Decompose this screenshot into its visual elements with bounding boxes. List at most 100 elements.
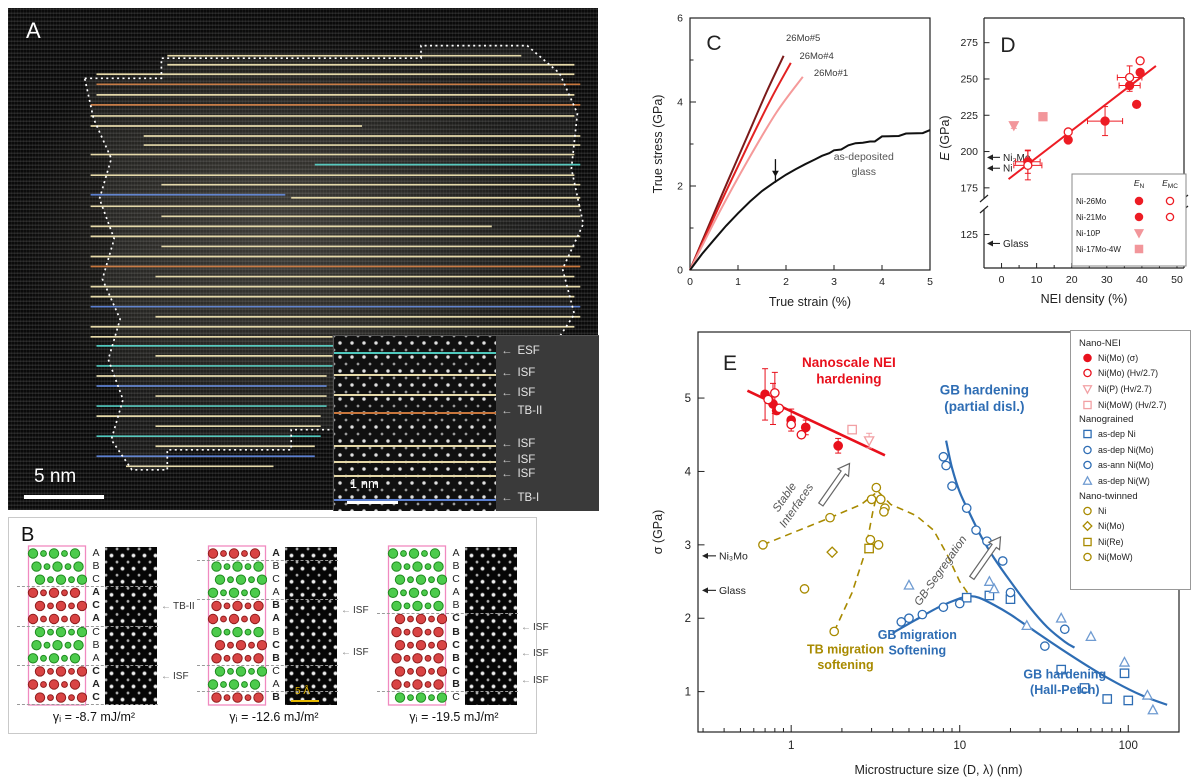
legend-item: as-dep Ni(Mo) [1079,442,1190,458]
inset-label-row: ← ISF [501,387,535,399]
fault-label: TB-II [173,601,195,613]
left-arrow-icon: ← [500,366,513,379]
legend-item-label: Ni [1098,505,1107,516]
panel-a-inset: ← ESF ← ISF ← ISF ← TB-II ← ISF ← ISF ← ISF ← TB-I 1 nm [333,335,599,511]
svg-text:26Mo#5: 26Mo#5 [786,33,820,44]
interface-energy-value: γᵢ = -19.5 mJ/m² [409,710,499,724]
svg-text:Ni: Ni [1003,164,1012,175]
model-annotation: ← TB-II [161,601,195,612]
legend-item: as-dep Ni(W) [1079,473,1190,489]
svg-text:6: 6 [677,13,683,25]
series-26Mo#4 [689,62,792,271]
legend-marker-icon [1083,506,1092,515]
left-arrow-icon: ← [341,647,351,659]
left-arrow-icon: ← [500,491,513,504]
stacking-letter: B [272,560,280,573]
svg-text:Nanoscale NEI: Nanoscale NEI [802,355,896,370]
atomic-model [27,545,87,706]
svg-text:TB migration: TB migration [807,642,884,656]
legend-marker-icon [1082,475,1093,485]
stacking-letter: C [92,664,100,677]
legend-item: Ni(MoW) [1079,550,1190,566]
model-annotation: ← ISF [341,605,369,616]
layer-boundary-dash [377,691,518,693]
legend-item-label: Ni(Mo) (Hv/2.7) [1098,368,1159,379]
svg-text:Softening: Softening [888,643,946,657]
model-annotation: ← ISF [341,647,369,658]
legend-item: Ni(Re) [1079,534,1190,550]
stacking-letter: A [92,677,100,690]
svg-text:4: 4 [685,466,692,478]
series-as-deposited glass [689,129,931,271]
legend-item: Ni(Mo) (Hv/2.7) [1079,366,1190,382]
stacking-letter: A [272,586,280,599]
legend-item-label: as-dep Ni(Mo) [1098,444,1154,455]
stacking-letter: B [272,625,280,638]
stacking-letter: A [272,547,280,559]
legend-item: as-ann Ni(Mo) [1079,458,1190,474]
series-26Mo#5 [689,55,785,271]
legend-item-label: Ni(MoW) [1098,552,1133,563]
stacking-letter: B [272,691,280,704]
svg-text:Glass: Glass [1003,239,1029,250]
stacking-letter: A [92,586,100,599]
legend-item-label: Ni(P) (Hv/2.7) [1098,383,1152,394]
svg-text:Ni₃Mo: Ni₃Mo [719,550,748,562]
layer-boundary-dash [197,599,338,601]
legend-group-header: Nano-NEI [1079,338,1121,349]
svg-text:200: 200 [960,146,978,158]
layer-boundary-dash [377,612,518,614]
interface-energy-value: γᵢ = -12.6 mJ/m² [229,710,319,724]
left-arrow-icon: ← [521,674,531,686]
svg-text:Ni-17Mo-4W: Ni-17Mo-4W [1076,245,1121,254]
fault-label: ISF [533,674,549,686]
lattice-dots-image [334,336,496,511]
left-arrow-icon: ← [161,670,171,682]
panel-a-label: A [26,18,41,43]
svg-text:C: C [706,32,721,55]
legend-marker-icon [1082,520,1093,532]
stacking-letter: C [92,625,100,638]
left-arrow-icon: ← [521,622,531,634]
svg-text:GB migration: GB migration [878,628,957,642]
stacking-letter: C [272,573,280,586]
model-annotation: ← ISF [521,675,549,686]
svg-text:4: 4 [879,276,885,288]
panel-a-stem-image: A 5 nm ← ESF ← ISF ← ISF ← TB-II ← ISF ← ISF ← ISF ← TB… [8,8,599,511]
atomic-model [207,545,267,706]
svg-text:100: 100 [1119,740,1138,752]
stacking-letter: A [92,547,100,559]
legend-marker-icon [1083,369,1092,378]
fault-label: TB-II [517,405,543,418]
svg-text:Microstructure size (D, λ) (nm: Microstructure size (D, λ) (nm) [854,763,1022,777]
legend-item-label: Ni(Mo) [1098,521,1125,532]
svg-text:0: 0 [677,265,683,277]
panel-d-modulus-chart: 0 10 20 30 40 50 175 200 225 250 275 125 NEI density… [938,17,1189,306]
stacking-letter: B [272,651,280,664]
svg-text:(Hall-Petch): (Hall-Petch) [1030,683,1099,697]
stacking-letter: B [92,638,100,651]
stacking-letter: A [272,677,280,690]
svg-text:175: 175 [960,182,978,194]
stacking-model-1: A B C A C A C B A C A C ← TB-II ← ISF γᵢ = -8.7 mJ/m² [17,544,203,730]
legend-marker-icon [1083,537,1092,546]
svg-text:26Mo#4: 26Mo#4 [799,51,833,62]
left-arrow-icon: ← [500,405,513,418]
fault-label: ISF [517,468,536,481]
svg-text:Ni-10P: Ni-10P [1076,229,1100,238]
panel-b-label: B [21,524,35,546]
left-arrow-icon: ← [500,344,513,357]
layer-boundary-dash [17,664,158,666]
stacking-letter: C [272,664,280,677]
stacking-letter: A [92,651,100,664]
svg-text:10: 10 [953,740,966,752]
svg-text:50: 50 [1171,274,1183,286]
left-arrow-icon: ← [161,601,171,613]
stacking-letter: C [452,664,460,677]
svg-text:3: 3 [831,276,837,288]
svg-text:5: 5 [927,276,933,288]
legend-item: Ni(Mo) (σ) [1079,350,1190,366]
stacking-letter: C [92,573,100,586]
svg-text:0: 0 [999,274,1005,286]
